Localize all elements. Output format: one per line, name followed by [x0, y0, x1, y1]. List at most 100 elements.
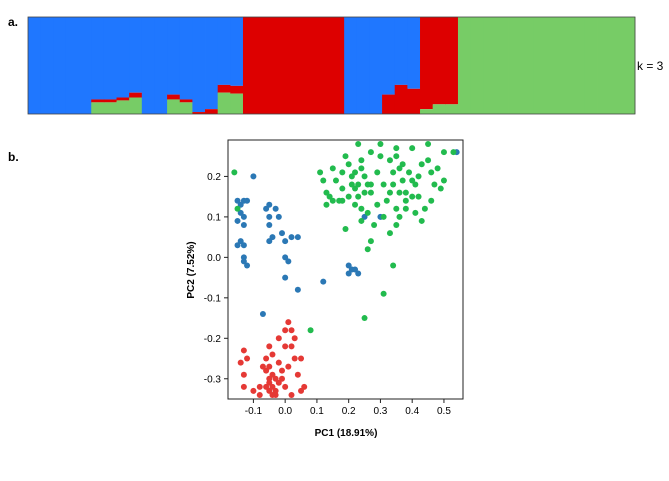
pca-point [282, 383, 289, 390]
pca-point [342, 153, 349, 160]
pca-point [282, 327, 289, 334]
pca-point [393, 221, 400, 228]
structure-bar-segment [116, 100, 130, 114]
pca-point [412, 209, 419, 216]
pca-point [329, 197, 336, 204]
structure-bar-segment [217, 84, 231, 93]
x-tick-label: 0.1 [310, 406, 324, 417]
x-tick-label: 0.5 [437, 406, 451, 417]
pca-point [428, 169, 435, 176]
pca-point [361, 189, 368, 196]
pca-point [278, 367, 285, 374]
structure-bar-segment [622, 17, 636, 114]
pca-point [285, 363, 292, 370]
structure-bar-segment [91, 102, 105, 114]
pca-point [450, 149, 457, 156]
pca-point [352, 185, 359, 192]
pca-point [440, 149, 447, 156]
panel-a-label: a. [8, 15, 18, 29]
pca-point [275, 213, 282, 220]
structure-bar-segment [40, 17, 54, 114]
pca-point [269, 391, 276, 398]
structure-bar-segment [255, 17, 269, 114]
pca-point [240, 213, 247, 220]
pca-point [282, 274, 289, 281]
pca-point [269, 383, 276, 390]
pca-point [374, 169, 381, 176]
structure-bar-segment [154, 17, 168, 114]
structure-bar-segment [167, 99, 181, 114]
structure-bar-segment [546, 17, 560, 114]
structure-bar-segment [407, 17, 421, 89]
pca-point [266, 387, 273, 394]
structure-bar-segment [483, 17, 497, 114]
pca-point [364, 246, 371, 253]
structure-bar-segment [306, 17, 320, 114]
pca-point [266, 238, 273, 245]
pca-point [256, 391, 263, 398]
structure-bar-segment [571, 17, 585, 114]
structure-bar-segment [420, 109, 434, 114]
structure-bar-segment [609, 17, 623, 114]
pca-point [259, 363, 266, 370]
pca-point [377, 141, 384, 148]
structure-bar-segment [495, 17, 509, 114]
pca-plot-frame [227, 139, 464, 400]
y-tick-label: -0.2 [204, 334, 222, 345]
pca-point [323, 189, 330, 196]
pca-point [332, 177, 339, 184]
structure-bar-segment [318, 17, 332, 114]
structure-bar-segment [167, 17, 181, 95]
structure-bar-segment [382, 17, 396, 95]
structure-bar-segment [205, 109, 219, 114]
pca-point [234, 217, 241, 224]
structure-bar-segment [167, 94, 181, 100]
structure-bar-segment [116, 97, 130, 101]
pca-point [285, 319, 292, 326]
pca-point [266, 213, 273, 220]
pca-point [358, 217, 365, 224]
pca-point [355, 141, 362, 148]
structure-bar-segment [192, 17, 206, 113]
pca-y-axis: -0.3 -0.2 -0.1 0.0 0.1 0.2 [204, 172, 228, 385]
pca-point [406, 169, 413, 176]
pca-point [329, 165, 336, 172]
pca-point [326, 193, 333, 200]
structure-bar-segment [432, 104, 446, 114]
y-tick-label: 0.1 [207, 212, 221, 223]
structure-bar-segment [369, 17, 383, 114]
pca-point [272, 375, 279, 382]
pca-point [275, 335, 282, 342]
structure-bar-segment [445, 17, 459, 105]
pca-point [355, 193, 362, 200]
structure-bar-segment [179, 99, 193, 103]
pca-point [285, 258, 292, 265]
pca-point [269, 351, 276, 358]
pca-point [437, 185, 444, 192]
pca-point [380, 290, 387, 297]
pca-point [282, 343, 289, 350]
pca-point [288, 327, 295, 334]
pca-point [428, 197, 435, 204]
pca-point [399, 177, 406, 184]
structure-plot-frame [27, 16, 636, 115]
structure-bar-segment [230, 93, 244, 114]
pca-point [393, 205, 400, 212]
pca-point [323, 201, 330, 208]
pca-point [240, 371, 247, 378]
pca-point [291, 355, 298, 362]
structure-bar-segment [28, 17, 42, 114]
structure-bar-segment [508, 17, 522, 114]
pca-point [352, 201, 359, 208]
structure-bar-segment [179, 17, 193, 100]
pca-point [263, 367, 270, 374]
pca-point [409, 145, 416, 152]
pca-point [272, 205, 279, 212]
pca-point [402, 189, 409, 196]
pca-point [275, 359, 282, 366]
pca-point [345, 193, 352, 200]
pca-point [237, 238, 244, 245]
pca-point [377, 153, 384, 160]
pca-point [244, 262, 251, 269]
structure-bar-segment [192, 112, 206, 114]
